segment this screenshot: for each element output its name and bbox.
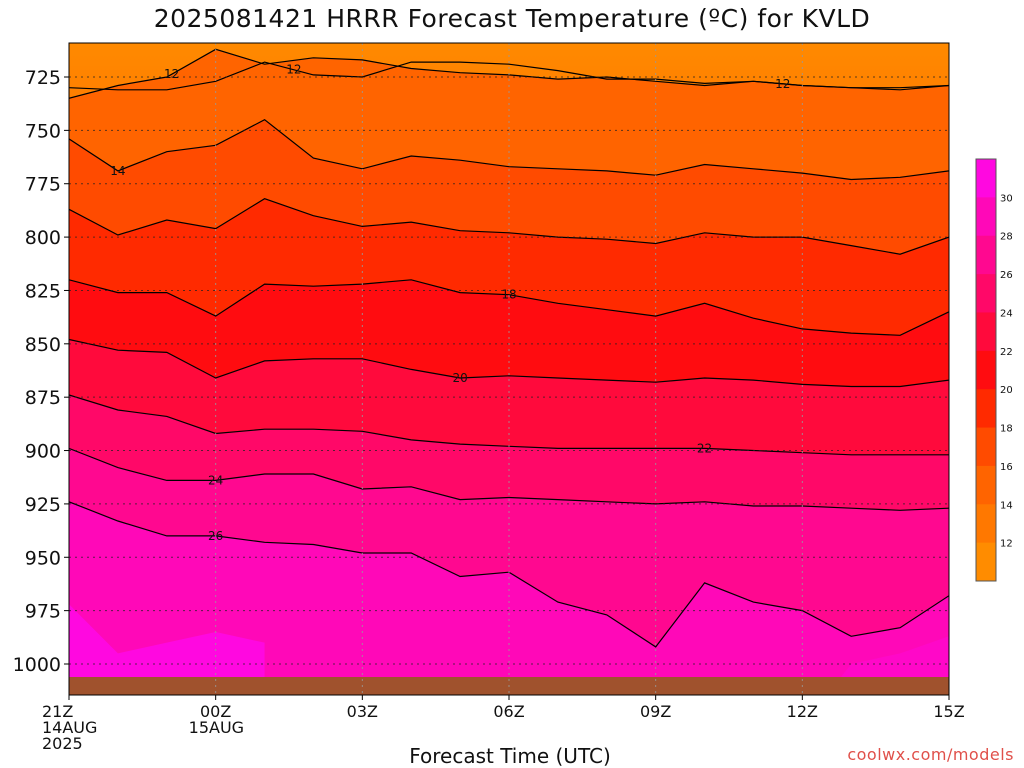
x-tick-label: 2025 (42, 734, 83, 753)
colorbar-swatch (976, 274, 996, 313)
contour-label: 12 (775, 77, 790, 91)
contour-label: 26 (208, 529, 223, 543)
y-tick-label: 850 (25, 334, 61, 356)
colorbar-swatch (976, 542, 996, 582)
y-tick-label: 875 (25, 387, 61, 409)
colorbar-swatch (976, 465, 996, 505)
x-axis-label: Forecast Time (UTC) (409, 744, 611, 768)
contour-label: 20 (452, 371, 467, 385)
x-tick-label: 15AUG (189, 718, 244, 737)
colorbar: 12 14 16 18 20 22 24 26 28 30 (975, 158, 1013, 582)
contour-labels: 12 12 12 14 18 20 22 24 26 (110, 63, 790, 543)
x-tick-label: 06Z (493, 702, 524, 721)
colorbar-swatch (976, 389, 996, 429)
warm-region-left (69, 604, 265, 695)
x-tick-label: 00Z (200, 702, 231, 721)
y-tick-label: 975 (25, 601, 61, 623)
colorbar-swatch (976, 235, 996, 275)
contour-line-20 (69, 338, 949, 388)
y-tick-label: 950 (25, 547, 61, 569)
x-tick-label: 12Z (787, 702, 818, 721)
colorbar-label: 14 (1000, 500, 1013, 511)
y-tick-label: 750 (25, 120, 61, 142)
x-tick-label: 15Z (933, 702, 964, 721)
contour-label: 18 (501, 288, 516, 302)
watermark[interactable]: coolwx.com/models (847, 745, 1014, 764)
y-tick-label: 1000 (13, 654, 61, 676)
contour-line-18 (69, 279, 949, 336)
contour-label: 14 (110, 164, 125, 178)
colorbar-swatch (976, 312, 996, 352)
colorbar-swatch (976, 350, 996, 390)
y-tick-label: 775 (25, 174, 61, 196)
colorbar-swatch (976, 159, 996, 198)
colorbar-label: 26 (1000, 270, 1013, 281)
x-tick-label: 09Z (640, 702, 671, 721)
colorbar-swatch (976, 504, 996, 544)
colorbar-label: 20 (1000, 385, 1013, 396)
y-tick-label: 900 (25, 441, 61, 463)
colorbar-label: 16 (1000, 462, 1013, 473)
colorbar-label: 22 (1000, 347, 1013, 358)
y-axis: 725 750 775 800 825 850 875 900 925 950 975 1000 (13, 67, 69, 676)
contour-label: 12 (286, 63, 301, 77)
x-tick-label: 03Z (347, 702, 378, 721)
colorbar-swatch (976, 427, 996, 467)
colorbar-label: 18 (1000, 424, 1013, 435)
colorbar-label: 28 (1000, 232, 1013, 243)
x-tick-label: 14AUG (42, 718, 97, 737)
colorbar-frame (975, 158, 997, 582)
y-tick-label: 725 (25, 67, 61, 89)
x-tick-label: 21Z (42, 702, 73, 721)
contour-band-26 (69, 501, 949, 695)
contour-label: 24 (208, 473, 223, 487)
y-tick-label: 800 (25, 227, 61, 249)
colorbar-label: 30 (1000, 193, 1013, 204)
chart-title: 2025081421 HRRR Forecast Temperature (ºC… (153, 4, 871, 33)
y-tick-label: 825 (25, 280, 61, 302)
contour-label: 12 (164, 67, 179, 81)
colorbar-label: 12 (1000, 539, 1013, 550)
contour-label: 22 (697, 441, 712, 455)
colorbar-label: 24 (1000, 308, 1013, 319)
y-tick-label: 925 (25, 494, 61, 516)
colorbar-swatch (976, 197, 996, 237)
